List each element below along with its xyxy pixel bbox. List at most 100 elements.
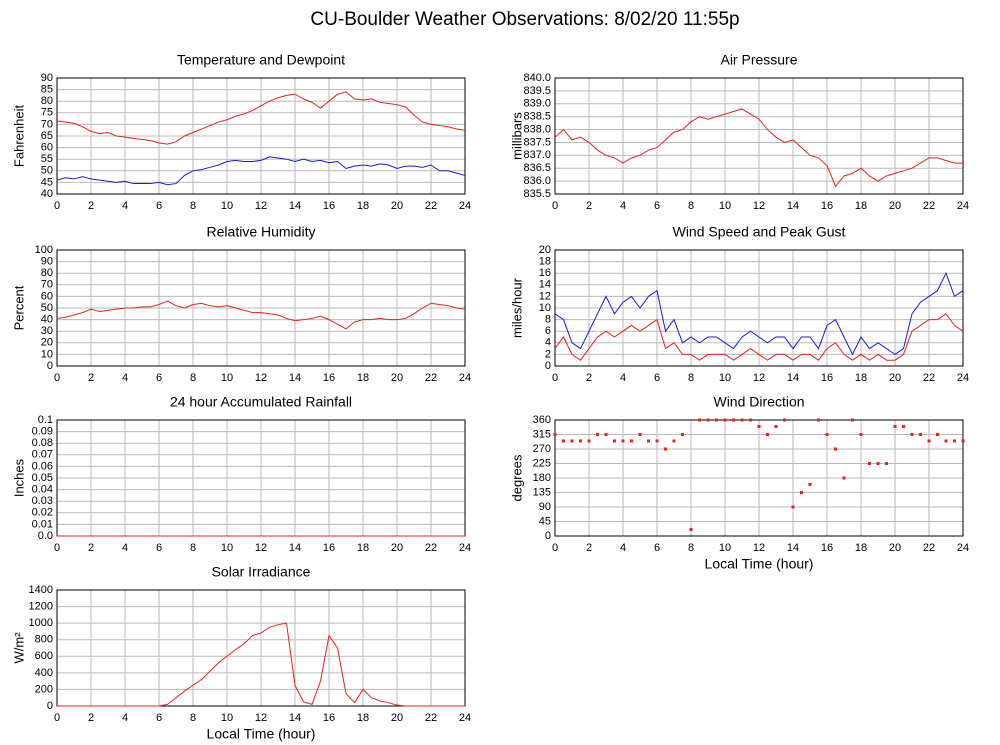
y-tick-label: 315 <box>533 428 551 440</box>
data-point <box>706 418 710 422</box>
x-tick-label: 12 <box>753 542 765 554</box>
y-axis-label: millibars <box>509 112 524 160</box>
y-tick-label: 4 <box>545 337 551 349</box>
x-tick-label: 18 <box>357 712 369 724</box>
y-tick-label: 60 <box>41 142 53 154</box>
plot-frame <box>554 419 964 537</box>
x-tick-label: 0 <box>54 712 60 724</box>
y-tick-label: 0 <box>545 530 551 542</box>
y-tick-label: 270 <box>533 443 551 455</box>
y-tick-label: 10 <box>539 302 551 314</box>
x-tick-label: 22 <box>425 372 437 384</box>
x-tick-label: 6 <box>156 712 162 724</box>
y-tick-label: 50 <box>41 165 53 177</box>
x-tick-label: 22 <box>425 712 437 724</box>
y-axis-label: miles/hour <box>509 277 524 338</box>
y-tick-label: 65 <box>41 130 53 142</box>
y-tick-label: 180 <box>533 472 551 484</box>
x-tick-label: 4 <box>620 372 626 384</box>
data-line <box>554 108 963 188</box>
y-tick-label: 1000 <box>29 617 53 629</box>
y-tick-label: 20 <box>539 244 551 256</box>
y-tick-label: 0.09 <box>32 426 53 438</box>
y-tick-label: 0 <box>47 360 53 372</box>
y-tick-label: 90 <box>41 72 53 84</box>
x-tick-label: 12 <box>255 372 267 384</box>
y-tick-label: 0.01 <box>32 518 53 530</box>
chart-title: Wind Direction <box>713 394 804 410</box>
y-tick-label: 8 <box>545 314 551 326</box>
x-tick-label: 8 <box>688 200 694 212</box>
x-tick-label: 10 <box>221 372 233 384</box>
data-point <box>919 433 922 436</box>
y-tick-label: 75 <box>41 107 53 119</box>
data-point <box>953 439 956 443</box>
x-tick-label: 10 <box>221 542 233 554</box>
y-tick-label: 80 <box>41 95 53 107</box>
x-tick-label: 24 <box>459 712 471 724</box>
data-point <box>944 439 948 443</box>
data-point <box>732 418 735 422</box>
y-tick-label: 14 <box>539 279 551 291</box>
x-tick-label: 24 <box>957 200 969 212</box>
x-tick-label: 8 <box>190 712 196 724</box>
data-point <box>859 433 863 436</box>
x-tick-label: 22 <box>923 372 935 384</box>
x-tick-label: 6 <box>654 372 660 384</box>
y-tick-label: 800 <box>35 634 53 646</box>
data-line <box>554 271 964 356</box>
x-tick-label: 18 <box>357 372 369 384</box>
chart-title: Air Pressure <box>720 52 797 68</box>
y-tick-label: 0.05 <box>32 472 53 484</box>
x-tick-label: 14 <box>787 542 799 554</box>
x-tick-label: 0 <box>54 372 60 384</box>
x-tick-label: 2 <box>88 542 94 554</box>
y-tick-label: 0.07 <box>32 449 53 461</box>
x-tick-label: 16 <box>323 372 335 384</box>
data-point <box>579 439 582 443</box>
y-tick-label: 836.0 <box>523 175 551 187</box>
x-tick-label: 2 <box>586 542 592 554</box>
y-tick-label: 100 <box>35 244 53 256</box>
x-tick-label: 18 <box>357 200 369 212</box>
y-tick-label: 0 <box>545 360 551 372</box>
y-tick-label: 360 <box>533 414 551 426</box>
y-tick-label: 50 <box>41 302 53 314</box>
y-tick-label: 70 <box>41 279 53 291</box>
page-title: CU-Boulder Weather Observations: 8/02/20… <box>310 9 739 30</box>
y-tick-label: 6 <box>545 325 551 337</box>
x-tick-label: 14 <box>289 200 301 212</box>
data-point <box>621 439 625 443</box>
y-tick-label: 0.03 <box>32 495 53 507</box>
x-tick-label: 4 <box>122 200 128 212</box>
data-point <box>630 439 633 443</box>
x-tick-label: 8 <box>688 542 694 554</box>
data-point <box>800 491 803 494</box>
plot-frame <box>56 249 466 367</box>
data-point <box>638 433 642 436</box>
x-tick-label: 0 <box>54 542 60 554</box>
y-tick-label: 20 <box>41 337 53 349</box>
chart-title: Relative Humidity <box>207 224 316 240</box>
x-tick-label: 24 <box>957 542 969 554</box>
y-tick-label: 12 <box>539 290 551 302</box>
data-point <box>808 482 812 486</box>
y-tick-label: 1200 <box>29 600 53 612</box>
data-point <box>851 418 854 422</box>
x-tick-label: 14 <box>289 372 301 384</box>
x-tick-label: 10 <box>221 712 233 724</box>
chart-title: Solar Irradiance <box>212 564 311 580</box>
x-tick-label: 4 <box>620 542 626 554</box>
plot-frame <box>554 249 964 367</box>
x-tick-label: 20 <box>889 200 901 212</box>
y-tick-label: 10 <box>41 348 53 360</box>
x-tick-label: 10 <box>719 372 731 384</box>
y-axis-label: Percent <box>11 285 26 330</box>
y-tick-label: 836.5 <box>523 162 551 174</box>
x-tick-label: 8 <box>190 200 196 212</box>
x-tick-label: 8 <box>688 372 694 384</box>
data-point <box>910 433 914 436</box>
x-tick-label: 8 <box>190 372 196 384</box>
y-tick-label: 90 <box>41 256 53 268</box>
